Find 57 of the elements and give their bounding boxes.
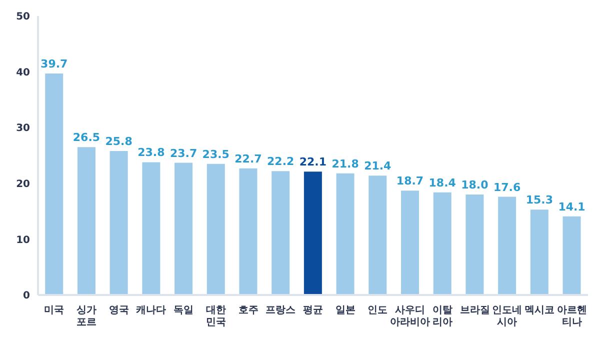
bar [110,151,128,295]
data-label: 25.8 [105,135,132,148]
bar [562,216,581,295]
bar [142,162,160,295]
x-tick-label: 인도 [368,305,388,316]
y-tick-label: 50 [16,12,30,23]
data-label: 26.5 [72,131,100,144]
bar [433,192,452,295]
bar [45,73,64,295]
data-label: 17.6 [493,180,521,194]
bar [206,164,225,295]
data-label: 21.8 [332,157,359,170]
x-tick-label: 독일 [174,305,194,316]
bar [174,162,193,295]
x-tick-label: 평균 [303,305,323,316]
x-tick-label: 영국 [108,305,129,316]
data-label: 18.7 [396,174,424,188]
x-tick-label: 브라질 [460,305,490,316]
bar [239,168,258,295]
bar [498,196,516,295]
data-label: 18.0 [461,178,489,192]
y-tick-label: 40 [16,67,30,78]
data-label: 14.1 [558,200,586,214]
x-tick-label: 프랑스 [266,305,296,316]
data-label: 23.5 [202,148,230,161]
x-tick-label: 캐나다 [135,305,166,316]
x-tick-label: 아르헨티나 [556,305,587,328]
x-tick-label: 일본 [335,305,356,316]
x-tick-label: 멕시코 [524,305,554,316]
data-label: 15.3 [526,194,553,207]
y-tick-label: 0 [23,290,30,302]
bar [368,176,387,295]
x-tick-label: 싱가포르 [76,305,97,328]
bar [336,173,354,295]
y-tick-label: 20 [16,178,30,190]
y-tick-label: 30 [16,123,30,134]
data-label: 18.4 [428,176,456,190]
data-label: 23.7 [170,146,198,160]
x-tick-label: 호주 [238,305,258,316]
data-label: 22.7 [234,152,262,166]
x-tick-label: 이탈리아 [432,305,452,328]
data-label: 23.8 [138,146,165,160]
bar [304,172,322,295]
data-label: 22.1 [299,156,327,169]
bar [401,190,419,295]
data-label: 21.4 [364,160,392,173]
y-tick-label: 10 [16,234,30,246]
data-label: 39.7 [40,57,68,70]
data-label: 22.2 [267,155,294,168]
bar [272,171,290,295]
x-tick-label: 대한민국 [206,305,226,328]
bar [530,210,548,295]
x-tick-label: 인도네시아 [492,305,522,328]
bar [466,194,484,295]
x-tick-label: 사우디 아라비아 [390,305,430,328]
x-tick-label: 미국 [44,305,64,316]
bar [77,147,96,295]
